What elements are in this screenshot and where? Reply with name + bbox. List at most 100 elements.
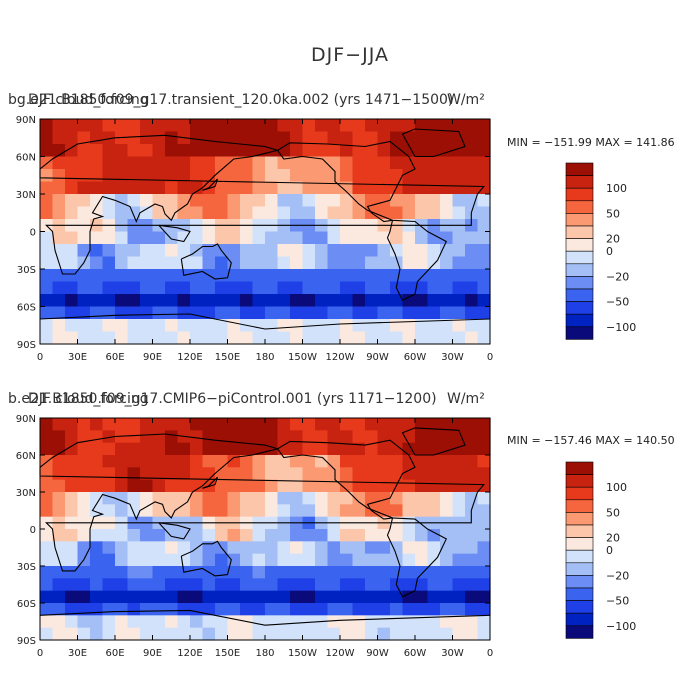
field-cell <box>427 455 441 468</box>
field-cell <box>402 256 416 270</box>
field-cell <box>152 319 166 333</box>
field-cell <box>65 181 79 195</box>
y-tick-label: 60N <box>16 451 36 462</box>
field-cell <box>152 442 166 456</box>
field-cell <box>290 194 304 208</box>
field-cell <box>477 169 491 183</box>
field-cell <box>427 541 441 555</box>
field-cell <box>165 578 179 592</box>
field-cell <box>227 492 241 505</box>
field-cell <box>65 144 79 158</box>
field-cell <box>427 479 441 493</box>
field-cell <box>265 306 279 320</box>
field-cell <box>215 442 229 456</box>
field-cell <box>52 119 66 133</box>
field-cell <box>265 169 279 183</box>
coastline <box>277 439 448 598</box>
field-cell <box>227 194 241 208</box>
field-cell <box>165 442 179 456</box>
field-cell <box>202 455 216 468</box>
field-cell <box>252 566 266 579</box>
field-cell <box>102 244 116 258</box>
field-cell <box>202 294 216 308</box>
field-cell <box>265 455 279 468</box>
field-cell <box>452 615 466 629</box>
field-cell <box>427 244 441 258</box>
field-cell <box>465 194 479 208</box>
field-cell <box>90 231 104 245</box>
field-cell <box>140 244 154 258</box>
field-cell <box>140 181 154 195</box>
field-cell <box>140 194 154 208</box>
field-cell <box>115 442 129 456</box>
field-cell <box>415 231 429 245</box>
field-cell <box>477 603 491 616</box>
field-cell <box>340 492 354 505</box>
field-cell <box>352 442 366 456</box>
field-cell <box>377 590 391 604</box>
field-cell <box>452 306 466 320</box>
field-cell <box>277 467 291 481</box>
field-cell <box>202 541 216 555</box>
field-cell <box>52 455 66 468</box>
field-cell <box>452 627 466 641</box>
field-cell <box>440 169 454 183</box>
field-cell <box>427 627 441 641</box>
field-cell <box>452 603 466 616</box>
panel-1-title-variable: DJF cloud_forcing <box>28 92 149 108</box>
map-panel-2: 0 30E 60E 90E 120E 150E 180 150W 120W 90W 60W 30W 09… <box>16 414 636 659</box>
field-cell <box>127 131 141 145</box>
field-cell <box>190 256 204 270</box>
field-cell <box>365 306 379 320</box>
field-cell <box>52 442 66 456</box>
field-cell <box>377 615 391 629</box>
field-cell <box>415 319 429 333</box>
field-cell <box>440 206 454 220</box>
field-cell <box>477 306 491 320</box>
field-cell <box>265 231 279 245</box>
field-cell <box>452 169 466 183</box>
colorbar-2: 100 50 200 −20 −50 −100 <box>565 461 636 639</box>
field-cell <box>240 131 254 145</box>
field-cell <box>52 319 66 333</box>
field-cell <box>252 119 266 133</box>
field-cell <box>277 319 291 333</box>
field-cell <box>190 504 204 518</box>
panel-1-title: bg.e21.B1850.f09_g17.transient_120.0ka.0… <box>8 92 453 108</box>
field-cell <box>90 294 104 308</box>
field-cell <box>302 156 316 170</box>
field-cell <box>240 627 254 641</box>
field-cell <box>140 294 154 308</box>
field-cell <box>90 590 104 604</box>
field-cell <box>440 479 454 493</box>
panel-2-title-variable: DJF cloud_forcing <box>28 391 149 407</box>
field-cell <box>427 331 441 345</box>
field-cell <box>40 206 54 220</box>
field-cell <box>352 541 366 555</box>
field-cell <box>390 529 404 542</box>
field-cell <box>402 430 416 444</box>
field-cell <box>165 430 179 444</box>
field-cell <box>227 603 241 616</box>
field-cell <box>152 418 166 431</box>
field-cell <box>365 553 379 567</box>
field-cell <box>315 194 329 208</box>
panel-1-units: W/m² <box>447 92 485 108</box>
colorbar-box <box>565 575 594 589</box>
field-cell <box>377 294 391 308</box>
x-tick-label: 0 <box>37 648 43 659</box>
field-cell <box>340 331 354 345</box>
field-cell <box>127 244 141 258</box>
field-cell <box>52 504 66 518</box>
field-cell <box>115 331 129 345</box>
field-cell <box>265 206 279 220</box>
field-cell <box>390 467 404 481</box>
field-cell <box>215 578 229 592</box>
field-cell <box>215 156 229 170</box>
field-cell <box>90 206 104 220</box>
field-cell <box>477 504 491 518</box>
field-cell <box>290 131 304 145</box>
field-cell <box>402 615 416 629</box>
coastline <box>158 522 191 540</box>
field-cell <box>65 442 79 456</box>
